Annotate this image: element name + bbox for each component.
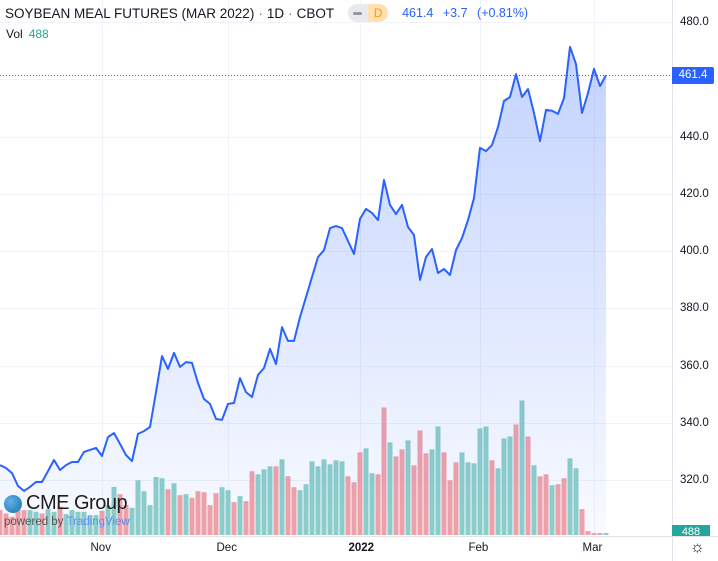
price-change: +3.7: [442, 6, 468, 20]
exchange: CBOT: [296, 5, 335, 21]
price-line: [0, 45, 607, 492]
time-tick-label: Dec: [216, 542, 237, 554]
quote: 461.4 +3.7 (+0.81%): [402, 6, 534, 20]
volume-label: Vol: [6, 27, 23, 41]
separator: ·: [258, 5, 263, 21]
last-price-tag: 461.4: [672, 67, 714, 84]
price-tick-label: 380.0: [680, 301, 709, 314]
settings-icon[interactable]: ☼: [690, 539, 705, 556]
chart-legend: SOYBEAN MEAL FUTURES (MAR 2022) · 1D · C…: [5, 4, 534, 22]
cme-logo-text: CME Group: [26, 492, 128, 514]
volume-tag: 488: [672, 525, 710, 536]
price-tick-label: 400.0: [680, 244, 709, 257]
time-tick-label: Feb: [468, 542, 489, 554]
tradingview-link[interactable]: TradingView: [66, 516, 130, 528]
volume-value: 488: [28, 27, 49, 41]
minus-icon: [348, 4, 369, 22]
price-tick-label: 340.0: [680, 416, 709, 429]
price-tick-label: 320.0: [680, 473, 709, 486]
price-change-pct: (+0.81%): [477, 6, 529, 20]
delayed-badge: D: [368, 4, 389, 22]
price-tick-label: 440.0: [680, 130, 709, 143]
time-tick-label: Mar: [582, 542, 603, 554]
symbol-title[interactable]: SOYBEAN MEAL FUTURES (MAR 2022): [5, 5, 255, 21]
price-tick-label: 360.0: [680, 359, 709, 372]
branding[interactable]: CME Group powered by TradingView: [4, 492, 130, 528]
time-tick-label: Nov: [90, 542, 111, 554]
time-tick-label: 2022: [348, 542, 375, 554]
price-tick-label: 420.0: [680, 187, 709, 200]
market-status-badge[interactable]: D: [348, 4, 389, 22]
globe-icon: [4, 494, 22, 513]
separator: ·: [288, 5, 293, 21]
volume-legend: Vol 488: [6, 27, 49, 41]
powered-by-text: powered by: [4, 516, 64, 528]
last-price: 461.4: [402, 6, 434, 20]
price-area-fill: [0, 46, 606, 536]
interval[interactable]: 1D: [266, 5, 285, 21]
price-tick-label: 480.0: [680, 15, 709, 28]
